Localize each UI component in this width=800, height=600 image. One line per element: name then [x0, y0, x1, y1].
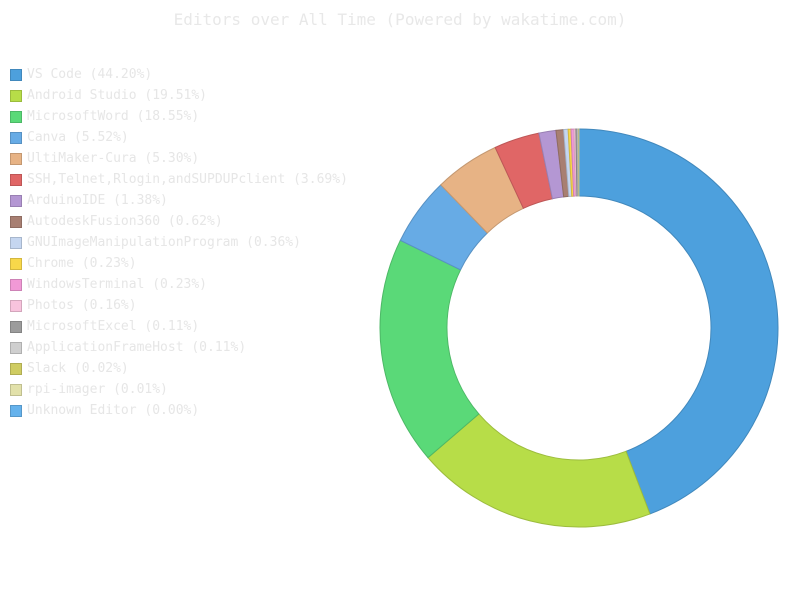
legend-swatch — [10, 362, 22, 375]
donut-slice[interactable] — [578, 128, 779, 515]
legend-swatch — [10, 278, 22, 291]
legend-item[interactable]: VS Code (44.20%) — [10, 64, 350, 85]
legend-item[interactable]: Slack (0.02%) — [10, 358, 350, 379]
legend-swatch — [10, 131, 22, 144]
legend-item[interactable]: Chrome (0.23%) — [10, 253, 350, 274]
legend-swatch — [10, 236, 22, 249]
legend-item[interactable]: ApplicationFrameHost (0.11%) — [10, 337, 350, 358]
legend-swatch — [10, 383, 22, 396]
legend-swatch — [10, 404, 22, 417]
legend-swatch — [10, 341, 22, 354]
legend-swatch — [10, 194, 22, 207]
legend-item[interactable]: Photos (0.16%) — [10, 295, 350, 316]
legend-item[interactable]: MicrosoftExcel (0.11%) — [10, 316, 350, 337]
legend-item[interactable]: Android Studio (19.51%) — [10, 85, 350, 106]
legend-item[interactable]: ArduinoIDE (1.38%) — [10, 190, 350, 211]
legend-swatch — [10, 173, 22, 186]
legend-item[interactable]: GNUImageManipulationProgram (0.36%) — [10, 232, 350, 253]
chart-legend: VS Code (44.20%) Android Studio (19.51%) M… — [10, 64, 350, 421]
legend-item[interactable]: MicrosoftWord (18.55%) — [10, 106, 350, 127]
legend-swatch — [10, 68, 22, 81]
legend-item[interactable]: Canva (5.52%) — [10, 127, 350, 148]
legend-item[interactable]: UltiMaker-Cura (5.30%) — [10, 148, 350, 169]
legend-item[interactable]: AutodeskFusion360 (0.62%) — [10, 211, 350, 232]
legend-swatch — [10, 299, 22, 312]
legend-swatch — [10, 110, 22, 123]
legend-item[interactable]: Unknown Editor (0.00%) — [10, 400, 350, 421]
legend-swatch — [10, 257, 22, 270]
legend-item[interactable]: rpi-imager (0.01%) — [10, 379, 350, 400]
chart-title: Editors over All Time (Powered by wakati… — [173, 10, 627, 29]
donut-slice[interactable] — [427, 413, 651, 528]
legend-item[interactable]: WindowsTerminal (0.23%) — [10, 274, 350, 295]
legend-item[interactable]: SSH,Telnet,Rlogin,andSUPDUPclient (3.69%… — [10, 169, 350, 190]
donut-slice[interactable] — [379, 239, 480, 459]
legend-swatch — [10, 215, 22, 228]
legend-swatch — [10, 320, 22, 333]
legend-swatch — [10, 89, 22, 102]
legend-swatch — [10, 152, 22, 165]
